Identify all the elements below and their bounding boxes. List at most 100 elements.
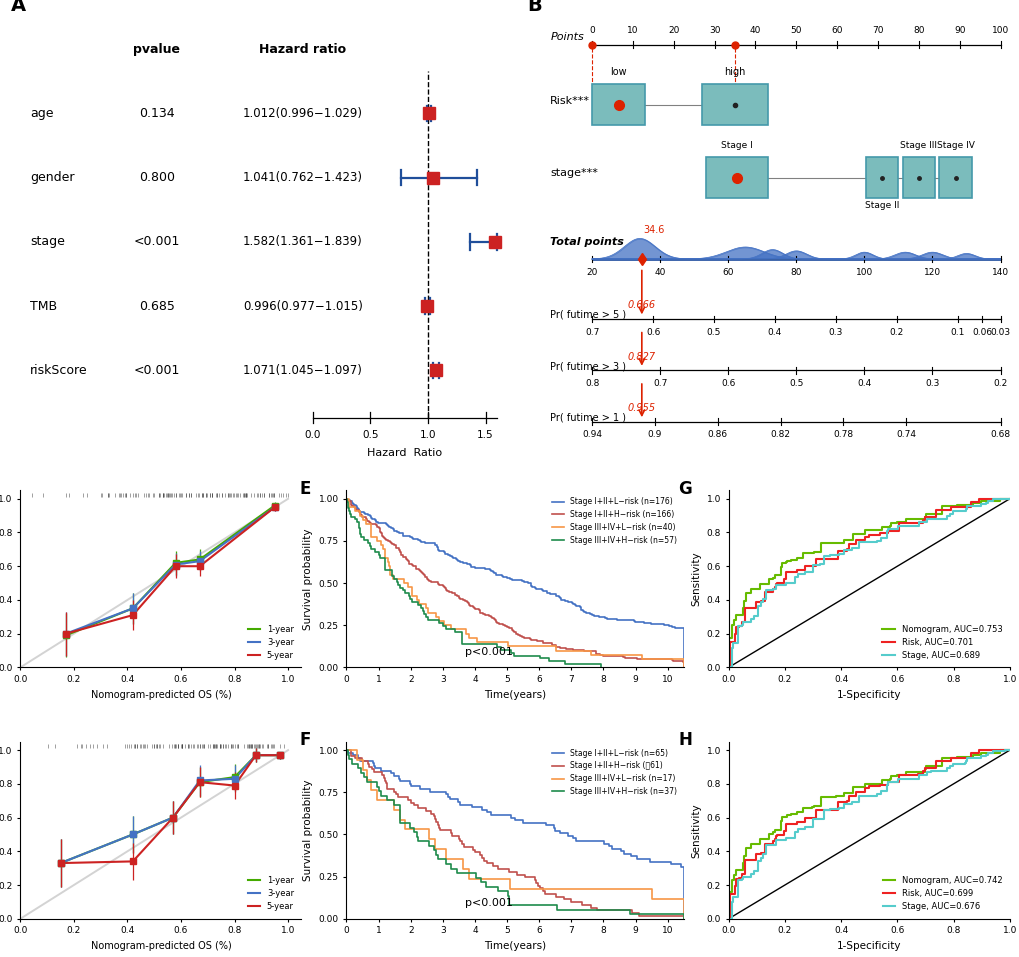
Text: 0.4: 0.4 [767, 327, 782, 337]
Text: low: low [609, 67, 627, 77]
Text: 0.3: 0.3 [828, 327, 843, 337]
X-axis label: Time(years): Time(years) [484, 941, 545, 951]
Text: 140: 140 [991, 268, 1008, 277]
Text: TMB: TMB [31, 300, 57, 313]
Legend: Stage I+II+L−risk (n=65), Stage I+II+H−risk (⁲61), Stage III+IV+L−risk (n=17), S: Stage I+II+L−risk (n=65), Stage I+II+H−r… [548, 746, 680, 799]
Text: 0.1: 0.1 [950, 327, 964, 337]
Text: Total points: Total points [550, 237, 624, 247]
Text: 0.6: 0.6 [645, 327, 659, 337]
Text: 70: 70 [871, 27, 882, 35]
Text: 40: 40 [654, 268, 665, 277]
Text: 20: 20 [586, 268, 597, 277]
Legend: Stage I+II+L−risk (n=176), Stage I+II+H−risk (n=166), Stage III+IV+L−risk (n=40): Stage I+II+L−risk (n=176), Stage I+II+H−… [548, 494, 680, 547]
Text: 0.955: 0.955 [627, 403, 655, 413]
Text: 0.5: 0.5 [362, 431, 378, 440]
Text: 0.68: 0.68 [989, 431, 1010, 439]
Text: 0.827: 0.827 [627, 351, 655, 362]
Text: stage***: stage*** [550, 168, 598, 178]
Text: 30: 30 [708, 27, 719, 35]
Text: <0.001: <0.001 [133, 364, 179, 377]
Text: Stage I: Stage I [720, 141, 752, 149]
Y-axis label: Sensitivity: Sensitivity [691, 551, 700, 606]
Text: G: G [678, 479, 691, 498]
Text: 20: 20 [667, 27, 679, 35]
Text: 1.041(0.762−1.423): 1.041(0.762−1.423) [243, 171, 363, 184]
Legend: 1-year, 3-year, 5-year: 1-year, 3-year, 5-year [245, 873, 297, 915]
Text: age: age [31, 107, 54, 120]
Text: Stage II: Stage II [864, 201, 899, 211]
Text: 0.94: 0.94 [582, 431, 601, 439]
X-axis label: Time(years): Time(years) [484, 690, 545, 700]
Text: 0.78: 0.78 [833, 431, 853, 439]
Legend: 1-year, 3-year, 5-year: 1-year, 3-year, 5-year [245, 621, 297, 663]
Text: 0.800: 0.800 [139, 171, 174, 184]
Text: 0.996(0.977−1.015): 0.996(0.977−1.015) [243, 300, 363, 313]
Text: 1.582(1.361−1.839): 1.582(1.361−1.839) [243, 235, 363, 249]
FancyBboxPatch shape [702, 84, 767, 125]
Text: 80: 80 [790, 268, 801, 277]
Text: stage: stage [31, 235, 65, 249]
Text: 0.685: 0.685 [139, 300, 174, 313]
Y-axis label: Sensitivity: Sensitivity [691, 803, 700, 857]
Text: 90: 90 [953, 27, 965, 35]
Text: 0.5: 0.5 [706, 327, 720, 337]
Text: 0.7: 0.7 [584, 327, 599, 337]
Text: 0.4: 0.4 [856, 379, 870, 388]
Text: 0.9: 0.9 [647, 431, 661, 439]
X-axis label: 1-Specificity: 1-Specificity [837, 690, 901, 700]
Text: F: F [299, 731, 311, 749]
Text: 0.82: 0.82 [770, 431, 790, 439]
Text: 0.74: 0.74 [896, 431, 915, 439]
Text: Hazard ratio: Hazard ratio [259, 43, 346, 56]
Text: 60: 60 [721, 268, 734, 277]
Legend: Nomogram, AUC=0.742, Risk, AUC=0.699, Stage, AUC=0.676: Nomogram, AUC=0.742, Risk, AUC=0.699, St… [878, 873, 1005, 915]
Text: 80: 80 [912, 27, 923, 35]
Text: 40: 40 [749, 27, 760, 35]
Text: <0.001: <0.001 [133, 235, 179, 249]
Text: 0.0: 0.0 [305, 431, 321, 440]
Legend: Nomogram, AUC=0.753, Risk, AUC=0.701, Stage, AUC=0.689: Nomogram, AUC=0.753, Risk, AUC=0.701, St… [878, 621, 1005, 663]
FancyBboxPatch shape [902, 157, 934, 198]
Text: 120: 120 [923, 268, 941, 277]
Text: p<0.001: p<0.001 [464, 899, 512, 908]
X-axis label: 1-Specificity: 1-Specificity [837, 941, 901, 951]
Text: 50: 50 [790, 27, 801, 35]
Text: gender: gender [31, 171, 74, 184]
Y-axis label: Survival probability: Survival probability [303, 528, 313, 630]
Text: 0.666: 0.666 [627, 300, 655, 310]
Text: 0.5: 0.5 [789, 379, 803, 388]
Text: 0.03: 0.03 [989, 327, 1010, 337]
Text: riskScore: riskScore [31, 364, 88, 377]
Text: p<0.001: p<0.001 [464, 647, 512, 657]
Y-axis label: Survival probability: Survival probability [303, 779, 313, 881]
Text: 1.071(1.045−1.097): 1.071(1.045−1.097) [243, 364, 363, 377]
Text: Risk***: Risk*** [550, 96, 590, 105]
Text: Points: Points [550, 33, 584, 42]
Text: pvalue: pvalue [133, 43, 180, 56]
Text: 1.0: 1.0 [419, 431, 436, 440]
FancyBboxPatch shape [706, 157, 767, 198]
Text: Hazard  Ratio: Hazard Ratio [367, 448, 442, 457]
Text: Stage IV: Stage IV [935, 141, 973, 149]
Text: A: A [10, 0, 25, 15]
Text: 100: 100 [855, 268, 872, 277]
Text: Pr( futime > 5 ): Pr( futime > 5 ) [550, 310, 626, 320]
Text: 0.6: 0.6 [720, 379, 735, 388]
Text: 0.3: 0.3 [924, 379, 938, 388]
Text: 1.012(0.996−1.029): 1.012(0.996−1.029) [243, 107, 363, 120]
Text: 0.86: 0.86 [707, 431, 728, 439]
Text: 0.2: 0.2 [993, 379, 1007, 388]
Text: 0.8: 0.8 [584, 379, 599, 388]
Text: 0.134: 0.134 [139, 107, 174, 120]
Text: 0: 0 [589, 27, 594, 35]
Text: B: B [527, 0, 541, 15]
X-axis label: Nomogram-predicted OS (%): Nomogram-predicted OS (%) [91, 690, 231, 700]
Text: high: high [723, 67, 745, 77]
Text: 0.2: 0.2 [889, 327, 903, 337]
Text: 1.5: 1.5 [477, 431, 493, 440]
FancyBboxPatch shape [592, 84, 645, 125]
Text: E: E [299, 479, 311, 498]
Text: 100: 100 [990, 27, 1008, 35]
X-axis label: Nomogram-predicted OS (%): Nomogram-predicted OS (%) [91, 941, 231, 951]
Text: 34.6: 34.6 [643, 226, 664, 235]
